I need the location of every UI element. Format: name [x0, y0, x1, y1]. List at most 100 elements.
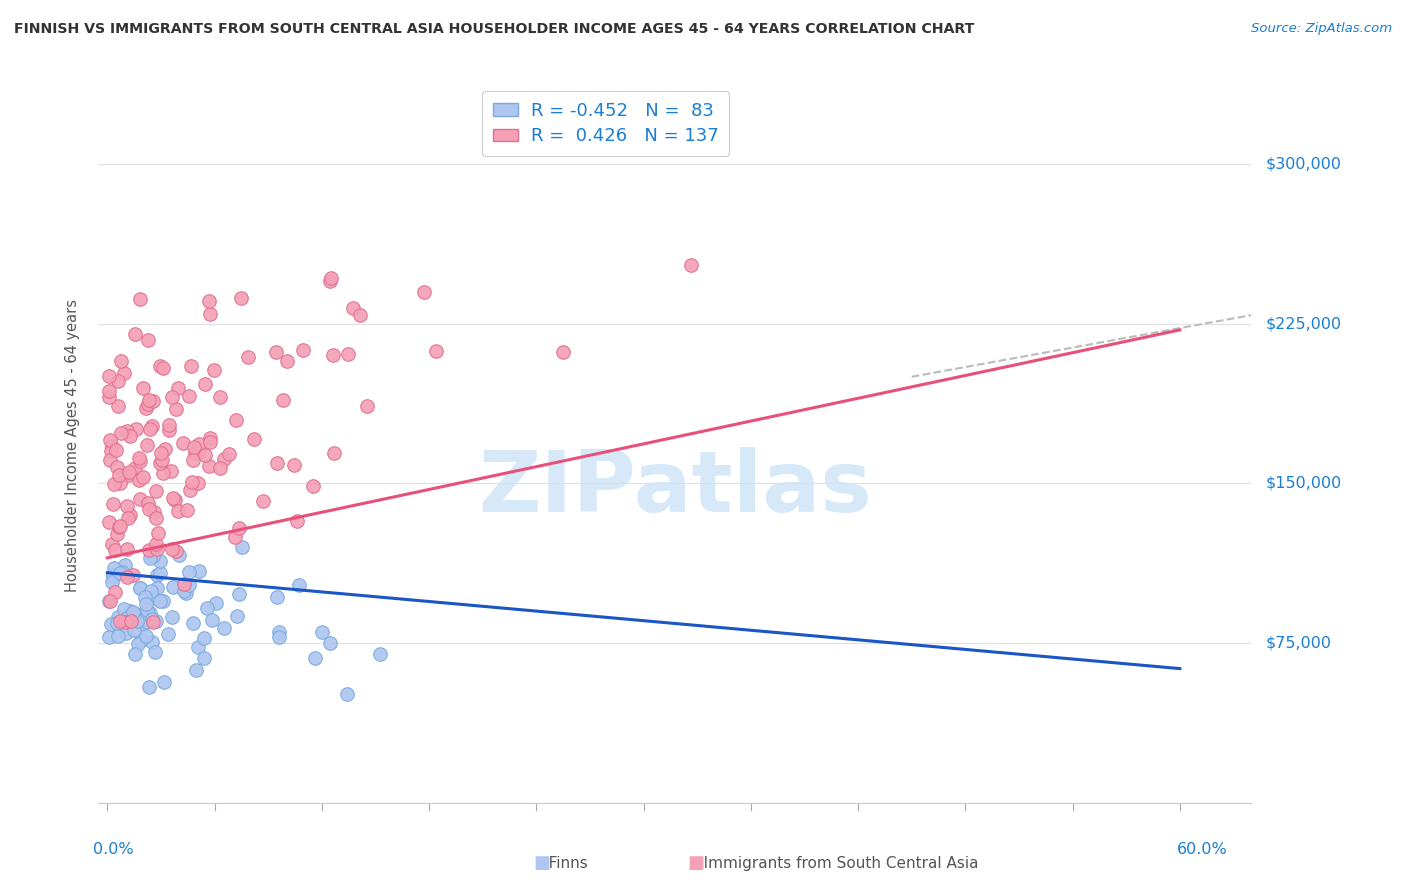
Point [136, 397, 159, 411]
Point [157, 418, 180, 433]
Text: ■: ■ [688, 855, 704, 872]
Point [129, 632, 152, 647]
Point [115, 625, 138, 640]
Text: $75,000: $75,000 [1265, 635, 1331, 650]
Point [135, 401, 157, 416]
Point [124, 326, 146, 341]
Point [285, 514, 308, 528]
Point [225, 412, 247, 426]
Point [107, 629, 129, 643]
Point [146, 581, 169, 595]
Point [101, 497, 124, 511]
Point [193, 650, 215, 665]
Text: $225,000: $225,000 [1265, 316, 1341, 331]
Point [128, 473, 150, 487]
Point [120, 614, 142, 628]
Point [117, 499, 139, 513]
Point [176, 502, 198, 516]
Point [150, 446, 173, 460]
Point [226, 609, 249, 624]
Point [107, 616, 129, 631]
Point [319, 274, 342, 288]
Point [252, 494, 274, 508]
Point [179, 578, 201, 592]
Point [114, 615, 136, 629]
Point [179, 483, 201, 497]
Point [188, 444, 211, 458]
Point [412, 285, 434, 299]
Point [129, 292, 152, 306]
Point [115, 570, 138, 584]
Point [266, 590, 288, 604]
Point [197, 458, 219, 473]
Point [153, 442, 176, 457]
Point [152, 466, 174, 480]
Point [142, 394, 165, 409]
Legend: R = -0.452   N =  83, R =  0.426   N = 137: R = -0.452 N = 83, R = 0.426 N = 137 [482, 91, 730, 156]
Point [165, 402, 187, 417]
Point [128, 454, 150, 468]
Text: 0.0%: 0.0% [93, 842, 134, 857]
Point [122, 567, 145, 582]
Point [143, 645, 166, 659]
Point [212, 621, 235, 635]
Point [101, 537, 124, 551]
Point [291, 343, 314, 358]
Point [145, 614, 167, 628]
Point [342, 301, 364, 316]
Point [129, 581, 152, 595]
Point [236, 351, 259, 365]
Point [145, 483, 167, 498]
Point [134, 591, 156, 605]
Point [101, 568, 124, 582]
Point [136, 438, 159, 452]
Point [167, 504, 190, 518]
Point [124, 461, 146, 475]
Point [266, 456, 288, 470]
Point [139, 551, 162, 566]
Point [110, 354, 132, 368]
Point [103, 561, 125, 575]
Point [122, 623, 145, 637]
Point [319, 271, 342, 285]
Point [148, 526, 170, 541]
Point [127, 637, 149, 651]
Point [180, 359, 202, 373]
Point [173, 584, 195, 599]
Point [336, 687, 359, 701]
Point [128, 491, 150, 506]
Point [287, 578, 309, 592]
Point [139, 607, 162, 621]
Point [160, 542, 183, 557]
Point [98, 594, 121, 608]
Y-axis label: Householder Income Ages 45 - 64 years: Householder Income Ages 45 - 64 years [65, 300, 80, 592]
Point [98, 369, 121, 384]
Point [135, 615, 157, 629]
Point [218, 447, 240, 461]
Point [114, 558, 136, 572]
Point [101, 570, 124, 584]
Point [336, 347, 359, 361]
Point [204, 596, 226, 610]
Point [146, 542, 169, 557]
Point [110, 565, 132, 579]
Text: Immigrants from South Central Asia: Immigrants from South Central Asia [689, 856, 979, 871]
Point [271, 393, 294, 408]
Point [149, 566, 172, 580]
Point [121, 610, 143, 624]
Point [142, 591, 165, 605]
Point [149, 593, 172, 607]
Point [117, 541, 139, 556]
Point [194, 377, 217, 392]
Point [136, 333, 159, 347]
Point [187, 640, 209, 655]
Point [187, 476, 209, 491]
Point [149, 359, 172, 373]
Point [118, 465, 141, 479]
Point [98, 390, 121, 404]
Point [105, 526, 128, 541]
Point [183, 445, 205, 459]
Point [135, 597, 157, 611]
Point [115, 611, 138, 625]
Text: ■: ■ [533, 855, 550, 872]
